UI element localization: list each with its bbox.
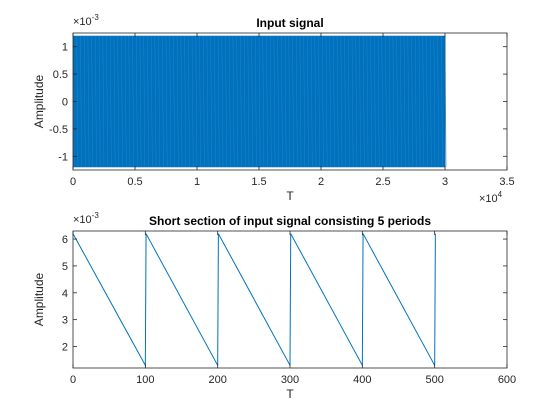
- y-axis-label: Amplitude: [32, 75, 46, 129]
- x-exponent-label: ×104: [479, 190, 503, 205]
- short-section-axes: 0 100 200 300 400 500 600 2 3 4 5 6 Short section of…: [32, 211, 516, 401]
- x-tick-label: 0.5: [127, 176, 142, 188]
- x-tick-label: 3: [442, 176, 448, 188]
- y-tick-label: -1: [58, 151, 68, 163]
- y-tick-label: -0.5: [49, 124, 68, 136]
- chart-title: Short section of input signal consisting…: [149, 214, 431, 228]
- x-tick-label: 600: [498, 374, 516, 386]
- x-tick-label: 1: [194, 176, 200, 188]
- x-tick-label: 100: [136, 374, 154, 386]
- y-tick-label: 0: [62, 97, 68, 109]
- x-tick-label: 2.5: [375, 176, 390, 188]
- y-exponent-power: -3: [92, 211, 100, 220]
- x-axis-label: T: [286, 189, 294, 203]
- x-tick-label: 3.5: [499, 176, 514, 188]
- x-tick-label: 500: [425, 374, 443, 386]
- y-tick-label: 4: [62, 288, 68, 300]
- y-tick-label: 2: [62, 342, 68, 354]
- y-tick-label: 5: [62, 261, 68, 273]
- y-exponent-power: -3: [92, 13, 100, 22]
- x-exponent-power: 4: [498, 190, 503, 199]
- y-exponent-label: ×10-3: [73, 211, 99, 226]
- y-tick-label: 3: [62, 315, 68, 327]
- x-tick-label: 200: [208, 374, 226, 386]
- y-tick-label: 1: [62, 42, 68, 54]
- x-tick-label: 400: [353, 374, 371, 386]
- y-axis-label: Amplitude: [32, 273, 46, 327]
- y-exponent-base: ×10: [73, 16, 92, 28]
- y-exponent-base: ×10: [73, 214, 92, 226]
- x-tick-label: 300: [281, 374, 299, 386]
- input-signal-axes: 0 0.5 1 1.5 2 2.5 3 3.5 -1 -0.5 0 0.5 1 Input signal T…: [32, 13, 515, 205]
- data-layer: [73, 35, 447, 168]
- chart-title: Input signal: [256, 16, 323, 30]
- y-exponent-label: ×10-3: [73, 13, 99, 28]
- x-tick-label: 0: [70, 374, 76, 386]
- y-tick-label: 6: [62, 234, 68, 246]
- x-exponent-base: ×10: [479, 193, 498, 205]
- x-tick-label: 2: [318, 176, 324, 188]
- y-tick-label: 0.5: [53, 69, 68, 81]
- x-tick-label: 0: [70, 176, 76, 188]
- x-axis-label: T: [286, 387, 294, 401]
- x-tick-label: 1.5: [251, 176, 266, 188]
